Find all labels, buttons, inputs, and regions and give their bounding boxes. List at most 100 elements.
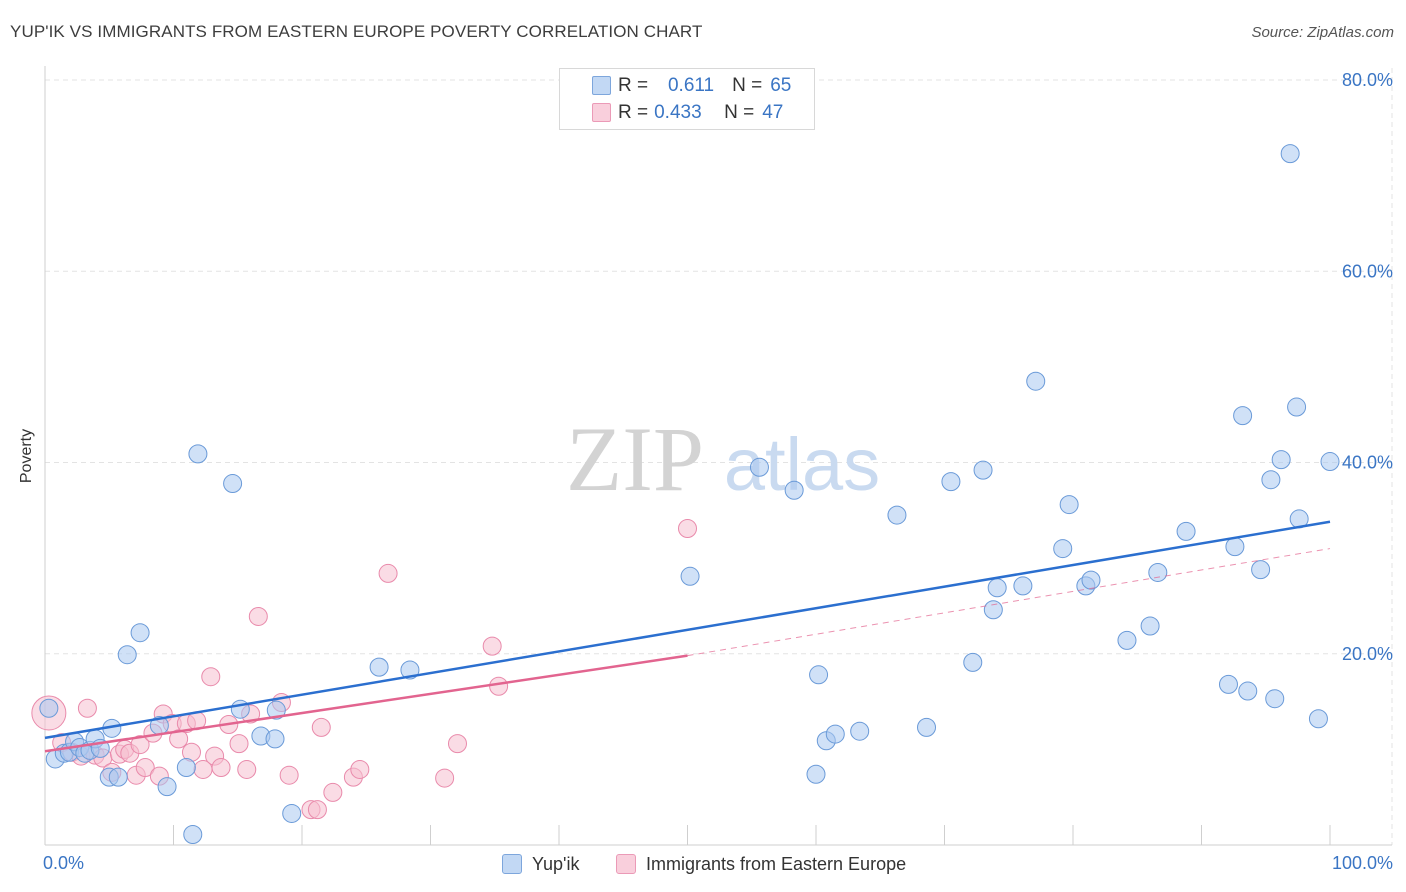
pink-point: [323, 782, 343, 802]
blue-point: [188, 444, 208, 464]
blue-point: [1251, 560, 1271, 580]
legend-item-yupik: Yup'ik: [502, 851, 579, 877]
pink-point: [237, 759, 257, 779]
pink-point: [229, 734, 249, 754]
pink-point: [311, 717, 331, 737]
blue-point: [809, 665, 829, 685]
blue-point: [987, 578, 1007, 598]
blue-point: [266, 700, 286, 720]
pink-point: [248, 606, 268, 626]
pink-point: [211, 758, 231, 778]
blue-point: [1059, 495, 1079, 515]
pink-point: [489, 676, 509, 696]
legend-n-value: 65: [770, 75, 792, 96]
watermark: ZIP atlas: [566, 408, 880, 510]
blue-point: [1148, 562, 1168, 582]
blue-point: [1053, 539, 1073, 559]
blue-point: [806, 764, 826, 784]
legend-n-value: 47: [762, 102, 784, 123]
legend-row-yupik: R = 0.611 N = 65: [592, 74, 792, 98]
grid-lines: [45, 68, 1393, 845]
pink-point: [307, 800, 327, 820]
blue-point: [825, 724, 845, 744]
blue-point: [157, 777, 177, 797]
legend-row-eastern-europe: R = 0.433 N = 47: [592, 101, 784, 125]
blue-point: [1265, 689, 1285, 709]
blue-point: [850, 721, 870, 741]
blue-point: [1280, 144, 1300, 164]
blue-point: [941, 472, 961, 492]
blue-point: [1176, 521, 1196, 541]
legend-n-label: N =: [732, 75, 763, 96]
legend-swatch-blue: [592, 76, 611, 95]
blue-point: [749, 457, 769, 477]
blue-point: [680, 566, 700, 586]
y-tick-label: 80.0%: [1342, 70, 1393, 90]
trend-line-eastern-europe: [44, 654, 688, 753]
blue-point: [1140, 616, 1160, 636]
legend-r-value: 0.433: [654, 102, 702, 123]
blue-point: [963, 652, 983, 672]
blue-point: [1320, 452, 1340, 472]
blue-point: [369, 657, 389, 677]
legend-r-value: 0.611: [667, 75, 715, 96]
watermark-zip: ZIP: [566, 408, 704, 510]
axis-tick-labels: 20.0% 40.0% 60.0% 80.0% 0.0% 100.0%: [43, 70, 1393, 873]
pink-point: [678, 518, 697, 538]
blue-point: [130, 623, 150, 643]
pink-point: [135, 758, 155, 778]
pink-point: [169, 729, 189, 749]
pink-point: [130, 735, 150, 755]
blue-point: [1287, 397, 1307, 417]
legend-r-label: R =: [618, 75, 649, 96]
blue-point: [1225, 537, 1245, 557]
legend-swatch-eastern-europe: [616, 854, 636, 874]
blue-point: [282, 803, 302, 823]
blue-point: [1261, 470, 1281, 490]
y-tick-label: 60.0%: [1342, 261, 1393, 281]
pink-point: [279, 765, 299, 785]
blue-point: [183, 824, 203, 844]
legend-swatch-pink: [592, 103, 611, 122]
blue-point: [1117, 630, 1137, 650]
legend-swatch-yupik: [502, 854, 522, 874]
x-tick-label: 0.0%: [43, 853, 84, 873]
blue-point: [1218, 674, 1238, 694]
pink-point: [447, 734, 467, 754]
legend-r-label: R =: [618, 102, 649, 123]
blue-point: [1308, 709, 1328, 729]
chart-title: YUP'IK VS IMMIGRANTS FROM EASTERN EUROPE…: [10, 22, 703, 41]
y-tick-label: 20.0%: [1342, 644, 1393, 664]
series-blue-points: [39, 144, 1340, 844]
blue-point: [973, 460, 993, 480]
blue-point: [117, 645, 137, 665]
blue-point: [1026, 371, 1046, 391]
blue-point: [39, 698, 59, 718]
blue-point: [917, 717, 937, 737]
legend-n-label: N =: [724, 102, 755, 123]
pink-point: [482, 636, 502, 656]
correlation-legend: R = 0.611 N = 65 R = 0.433 N = 47: [559, 68, 815, 130]
blue-point: [223, 474, 243, 494]
pink-point: [350, 759, 370, 779]
legend-item-eastern-europe: Immigrants from Eastern Europe: [616, 851, 906, 877]
blue-point: [176, 758, 196, 778]
blue-point: [1238, 681, 1258, 701]
blue-point: [887, 505, 907, 525]
trend-lines: [44, 520, 1331, 753]
blue-point: [1233, 406, 1253, 426]
legend-label-eastern-europe: Immigrants from Eastern Europe: [646, 853, 907, 874]
blue-point: [1013, 576, 1033, 596]
pink-point: [378, 563, 398, 583]
legend-label-yupik: Yup'ik: [532, 853, 580, 874]
pink-point: [77, 698, 97, 718]
blue-point: [108, 767, 128, 787]
blue-point: [784, 480, 804, 500]
blue-point: [1271, 450, 1291, 470]
axes: [44, 66, 1392, 846]
pink-point: [201, 667, 221, 687]
blue-point: [983, 600, 1003, 620]
x-tick-label: 100.0%: [1332, 853, 1393, 873]
trend-line-eastern-europe-extension: [687, 548, 1331, 657]
